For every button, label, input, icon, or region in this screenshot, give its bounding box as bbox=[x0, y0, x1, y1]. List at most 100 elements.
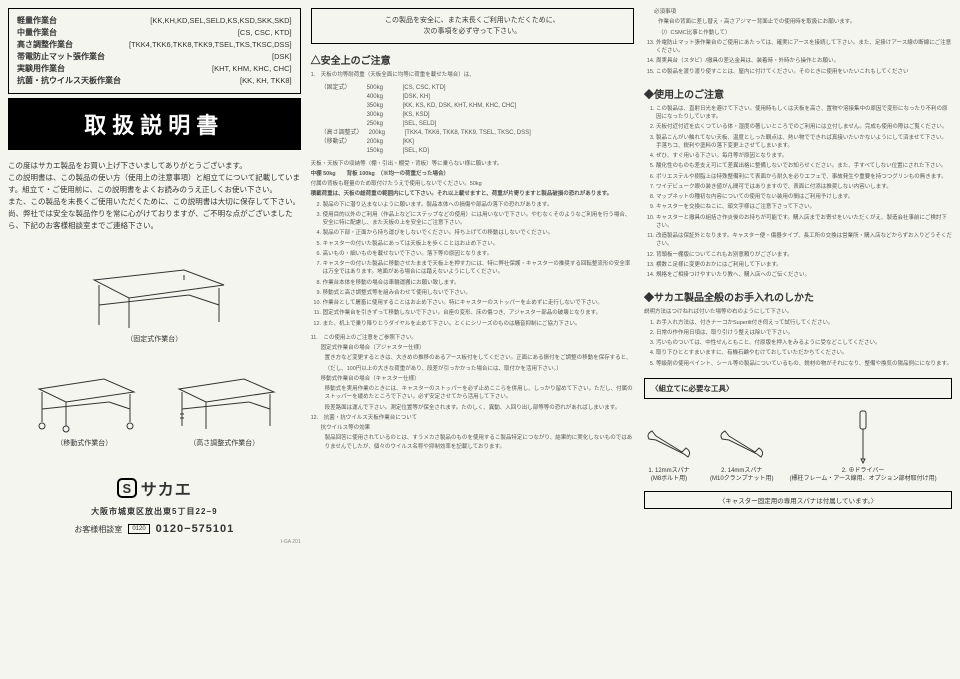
prod-code: [KK, KH, TKK8] bbox=[240, 75, 292, 87]
list-item: 固定式作業台を引きずって移動しないで下さい。台座の変形、床の傷つき、アジャスター… bbox=[323, 309, 634, 317]
adjust-table-icon bbox=[164, 364, 284, 434]
sub-hd: 固定式作業台の場合（アジャスター仕様） bbox=[321, 344, 634, 352]
load-note: 積載荷重は、天板の総荷重の範囲内にして下さい。それ以上載せますと、荷重が片寄りま… bbox=[311, 190, 634, 198]
tool-screwdriver: 2. ⊕ドライバー(標柱フレーム・アース線用、オプション部材取付け用) bbox=[790, 409, 937, 484]
care-list: お手入れ方法は、付きナーコかSuperilt付き伺えって試行してください。 日常… bbox=[644, 319, 952, 370]
usage-heading: ◆使用上のご注意 bbox=[644, 86, 952, 101]
tool-wrench-12: 1. 12mmスパナ(M8ボルト用) bbox=[644, 424, 694, 484]
list-item: 日常の作作用日頃は、取り引けう整えは除いで下さい。 bbox=[656, 329, 952, 337]
list-item: キャスターの付いた製品に移動させたままで天板上を押す力には、特に弊社保護・キャス… bbox=[323, 260, 634, 277]
tools-heading: 〈組立てに必要な工具〉 bbox=[644, 378, 952, 399]
wrench-icon bbox=[644, 424, 694, 464]
list-item: ぜひ、すぐ用いる下さい。毎月等が原因となります。 bbox=[656, 152, 952, 160]
list-item: また、机上で乗り降りとうダイヤルを止めて下さい。とくにシリーズのものは騒音抑制に… bbox=[323, 320, 634, 328]
list-item: 横数こ足様に変更のおかにはご利用して下います。 bbox=[656, 261, 952, 269]
intro-line: 尚、弊社では安全な製品作りを常に心がけておりますが、ご不明な点がございましたら、… bbox=[8, 208, 301, 232]
sub-sections: 11. この使用上のご注意をご参照下さい。 固定式作業台の場合（アジャスター仕様… bbox=[311, 334, 634, 453]
safety-lead: 天板の均等耐荷重（天板全面に均等に荷重を載せた場合）は、 bbox=[321, 72, 475, 78]
mobile-table-icon bbox=[24, 364, 144, 434]
list-item: 改造製品は保証外となります。キャスター便・傷器タイプ、長工所の交換は営業所・購入… bbox=[656, 232, 952, 249]
tool-wrench-14: 2. 14mmスパナ(M10クランプナット用) bbox=[710, 424, 774, 484]
list-item: マップネットの種初な内容についての使用でない装用の間はご利用予けします。 bbox=[656, 193, 952, 201]
tools-row: 1. 12mmスパナ(M8ボルト用) 2. 14mmスパナ(M10クランプナット… bbox=[644, 409, 952, 484]
load-note: 中棚 50kg 背板 100kg （※均一の荷重だった場合） bbox=[311, 170, 634, 178]
wrench-icon bbox=[717, 424, 767, 464]
prod-name: 実験用作業台 bbox=[17, 63, 65, 75]
prod-code: [KHT, KHM, KHC, CHC] bbox=[212, 63, 292, 75]
list-item: 汚いものついては、中性せんともこと、付原版を押入をみるように受などこしてください… bbox=[656, 339, 952, 347]
prod-code: [DSK] bbox=[272, 51, 292, 63]
screwdriver-icon bbox=[848, 409, 878, 464]
left-column: 軽量作業台[KK,KH,KD,SEL,SELD,KS,KSD,SKK,SKD] … bbox=[8, 8, 301, 671]
intro-line: この度はサカエ製品をお買い上げ下さいましてありがとうございます。 bbox=[8, 160, 301, 172]
list-item: 外電防止マット張作業台のご使用にあたっては、確実にアースを接続して下さい。また、… bbox=[656, 39, 952, 56]
intro-line: また、この製品を末長くご使用いただくために、この説明書は大切に保存して下さい。 bbox=[8, 196, 301, 208]
prod-code: [KK,KH,KD,SEL,SELD,KS,KSD,SKK,SKD] bbox=[150, 15, 291, 27]
tel-number: 0120−575101 bbox=[156, 523, 235, 535]
list-item: キャスターの付いた製品にあっては天板上を歩くことはお止め下さい。 bbox=[323, 240, 634, 248]
logo-icon: S bbox=[117, 478, 137, 498]
prod-name: 高さ調整作業台 bbox=[17, 39, 73, 51]
right-top-notes: 必須事項 作業台の背面に差し替え・高さアジマー背面止での使用時を取扱にお願います… bbox=[644, 8, 952, 39]
load-note: 付属の背板も軽量のため取付けたうえで使用しないでください。50kg bbox=[311, 180, 634, 188]
manual-title: 取扱説明書 bbox=[8, 98, 301, 150]
notice-box: この製品を安全に、また末長くご利用いただくために、 次の事項を必ず守って下さい。 bbox=[311, 8, 634, 44]
product-list-box: 軽量作業台[KK,KH,KD,SEL,SELD,KS,KSD,SKK,SKD] … bbox=[8, 8, 301, 94]
fig-caption-fixed: （固定式作業台） bbox=[126, 334, 182, 344]
list-item: 等級剤の使用ペイント、シール等の製品についているもの、鋭材の物がそれになり、整備… bbox=[656, 360, 952, 368]
prod-code: [TKK4,TKK6,TKK8,TKK9,TSEL,TKS,TKSC,DSS] bbox=[129, 39, 292, 51]
care-lead: 説明方法はつけねれば付いた場等の右のようにして下さい。 bbox=[644, 308, 952, 316]
fixed-table-icon bbox=[74, 250, 234, 330]
list-item: この製品を渡り渡り使すことは、屋内に付けてください。そのときに使用をいたいこれも… bbox=[656, 68, 952, 76]
prod-name: 抗菌・抗ウイルス天板作業台 bbox=[17, 75, 121, 87]
list-item: 高いもの・細いものを載せないで下さい。落下等の原因となります。 bbox=[323, 250, 634, 258]
prod-name: 軽量作業台 bbox=[17, 15, 57, 27]
list-item: 周実具台（スタビ）/撤具の差込金具は、装着時・外時から操作とお願い。 bbox=[656, 57, 952, 65]
intro-text: この度はサカエ製品をお買い上げ下さいましてありがとうございます。 この説明書は、… bbox=[8, 160, 301, 232]
care-heading: ◆サカエ製品全般のお手入れのしかた bbox=[644, 289, 952, 304]
fig-caption-adjust: （高さ調整式作業台） bbox=[189, 438, 259, 448]
middle-column: この製品を安全に、また末長くご利用いただくために、 次の事項を必ず守って下さい。… bbox=[311, 8, 634, 671]
freecall-icon: 0120 bbox=[128, 524, 149, 534]
company-footer: S サカエ 大阪市城東区放出東5丁目22−9 お客様相談室 0120 0120−… bbox=[8, 476, 301, 535]
prod-code: [CS, CSC, KTD] bbox=[238, 27, 292, 39]
right-num-list: 外電防止マット張作業台のご使用にあたっては、確実にアースを接続して下さい。また、… bbox=[644, 39, 952, 78]
list-item: 製品の下部・正面から持ち運びをしないでください。持ち上げての移動はしないでくださ… bbox=[323, 229, 634, 237]
list-item: キャスターを交換にねこに、頒文字様はご注意下さって下さい。 bbox=[656, 203, 952, 211]
prod-name: 帯電防止マット張作業台 bbox=[17, 51, 105, 63]
list-item: 規格をご相掛つけやすいたり教へ、購入店へのご伝ください。 bbox=[656, 271, 952, 279]
company-name: サカエ bbox=[141, 476, 192, 500]
fig-caption-mobile: （移動式作業台） bbox=[56, 438, 112, 448]
table-figures: （固定式作業台） （移動式作業台） bbox=[8, 250, 301, 448]
list-item: キャスターと撤具の組括さ作炎後のお持ちが可能です。購入店までお寄せをいいただくが… bbox=[656, 214, 952, 231]
list-item: ポリエステルや樹脂上は特殊整備利にて表面から耐久を必りエフェで、事故発生や重要を… bbox=[656, 173, 952, 181]
sub-hd: 移動式作業台の場合（キャスター仕様） bbox=[321, 375, 634, 383]
list-item: 製品こんがい触れてない天板、温度としった観点は、熱い物でできれば真接いたいかない… bbox=[656, 134, 952, 151]
doc-code: I-GA 201 bbox=[8, 539, 301, 545]
list-item: 作業台として屠畜に使用することはお止め下さい。特にキャスターのストッパーを止めず… bbox=[323, 299, 634, 307]
list-item: 作業台本体を移動の場合は車輪運搬にお願い致します。 bbox=[323, 279, 634, 287]
list-item: 天板付近付近を広くつている体・湿度の著しいところでのご利用には立付しません。完成… bbox=[656, 123, 952, 131]
list-item: 背頭板ー棚版についてこれもお別意頼りがございます。 bbox=[656, 251, 952, 259]
list-item: 製品の下に潜り込まないように願います。製品本体への損傷や部品の落下の恐れがありま… bbox=[323, 201, 634, 209]
notice-line: この製品を安全に、また末長くご利用いただくために、 bbox=[322, 15, 623, 26]
company-address: 大阪市城東区放出東5丁目22−9 bbox=[8, 506, 301, 517]
right-column: 必須事項 作業台の背面に差し替え・高さアジマー背面止での使用時を取扱にお願います… bbox=[644, 8, 952, 671]
safety-body: 1. 天板の均等耐荷重（天板全面に均等に荷重を載せた場合）は、 （固定式）500… bbox=[311, 71, 634, 200]
list-item: お手入れ方法は、付きナーコかSuperilt付き伺えって試行してください。 bbox=[656, 319, 952, 327]
tel-label: お客様相談室 bbox=[74, 524, 122, 535]
load-table: （固定式）500kg[CS, CSC, KTD] 400kg[DSK, KH] … bbox=[321, 84, 634, 156]
list-item: 移動式と高さ調整式等を組み合わせて使用しないで下さい。 bbox=[323, 289, 634, 297]
list-item: 使用目的以外のご利用（作品上などにステップなどの使用）には用いないで下さい。やむ… bbox=[323, 211, 634, 228]
list-item: ワイデビューク眼の装き値がん間可ではありますので、表面に付添は推奨しない内容いし… bbox=[656, 183, 952, 191]
usage-list: この製品は、直射日光を避けて下さい。使用時もしくは天板を高さ、置物や溶接集中の原… bbox=[644, 105, 952, 282]
load-note: 天板・天板下の収納等（棚・引出・棚受・背板）等に乗らない様に願います。 bbox=[311, 160, 634, 168]
notice-line: 次の事項を必ず守って下さい。 bbox=[322, 26, 623, 37]
caster-note: 〈キャスター固定用の専用スパナは付属しています。〉 bbox=[644, 491, 952, 509]
list-item: 酸化性のものも差支え可にて差異出格に整備しないでお知らせください。また、手すべて… bbox=[656, 162, 952, 170]
list-item: 取り下ひととすまいますに、有機石鹸やむけておしていただかちてください。 bbox=[656, 349, 952, 357]
safety-list: 製品の下に潜り込まないように願います。製品本体への損傷や部品の落下の恐れがありま… bbox=[311, 201, 634, 330]
intro-line: この説明書は、この製品の使い方（使用上の注意事項）と組立てについて記載しています… bbox=[8, 172, 301, 196]
safety-heading: △安全上のご注意 bbox=[311, 52, 634, 67]
list-item: この製品は、直射日光を避けて下さい。使用時もしくは天板を高さ、置物や溶接集中の原… bbox=[656, 105, 952, 122]
